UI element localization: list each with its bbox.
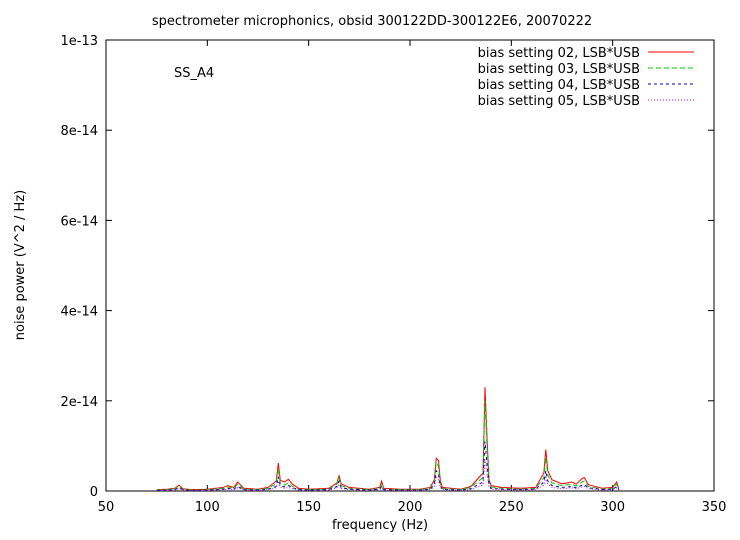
- series-line-4: [156, 459, 620, 492]
- legend-label: bias setting 04, LSB*USB: [478, 78, 640, 93]
- y-tick-label: 6e-14: [60, 214, 98, 229]
- y-tick-label: 4e-14: [60, 305, 98, 320]
- series-line-3: [156, 441, 620, 492]
- x-axis-label: frequency (Hz): [332, 518, 428, 533]
- series-layer: [156, 387, 620, 492]
- x-tick-label: 250: [499, 500, 524, 515]
- x-tick-label: 150: [296, 500, 321, 515]
- legend-label: bias setting 02, LSB*USB: [478, 46, 640, 61]
- series-line-1: [156, 387, 620, 491]
- series-line-2: [156, 400, 620, 491]
- x-tick-label: 350: [702, 500, 727, 515]
- y-tick-label: 0: [90, 485, 98, 500]
- x-tick-label: 300: [600, 500, 625, 515]
- y-axis: 0 2e-14 4e-14 6e-14 8e-14 1e-13: [60, 34, 714, 500]
- x-tick-label: 100: [195, 500, 220, 515]
- x-tick-label: 200: [398, 500, 423, 515]
- plot-annotation: SS_A4: [174, 66, 214, 81]
- x-tick-label: 50: [98, 500, 115, 515]
- legend-label: bias setting 03, LSB*USB: [478, 62, 640, 77]
- legend-label: bias setting 05, LSB*USB: [478, 94, 640, 109]
- y-tick-label: 2e-14: [60, 395, 98, 410]
- y-axis-label: noise power (V^2 / Hz): [13, 190, 28, 340]
- x-axis: 50 100 150 200 250 300 350: [98, 40, 727, 515]
- chart-title: spectrometer microphonics, obsid 300122D…: [152, 14, 592, 29]
- y-tick-label: 8e-14: [60, 124, 98, 139]
- y-tick-label: 1e-13: [60, 34, 98, 49]
